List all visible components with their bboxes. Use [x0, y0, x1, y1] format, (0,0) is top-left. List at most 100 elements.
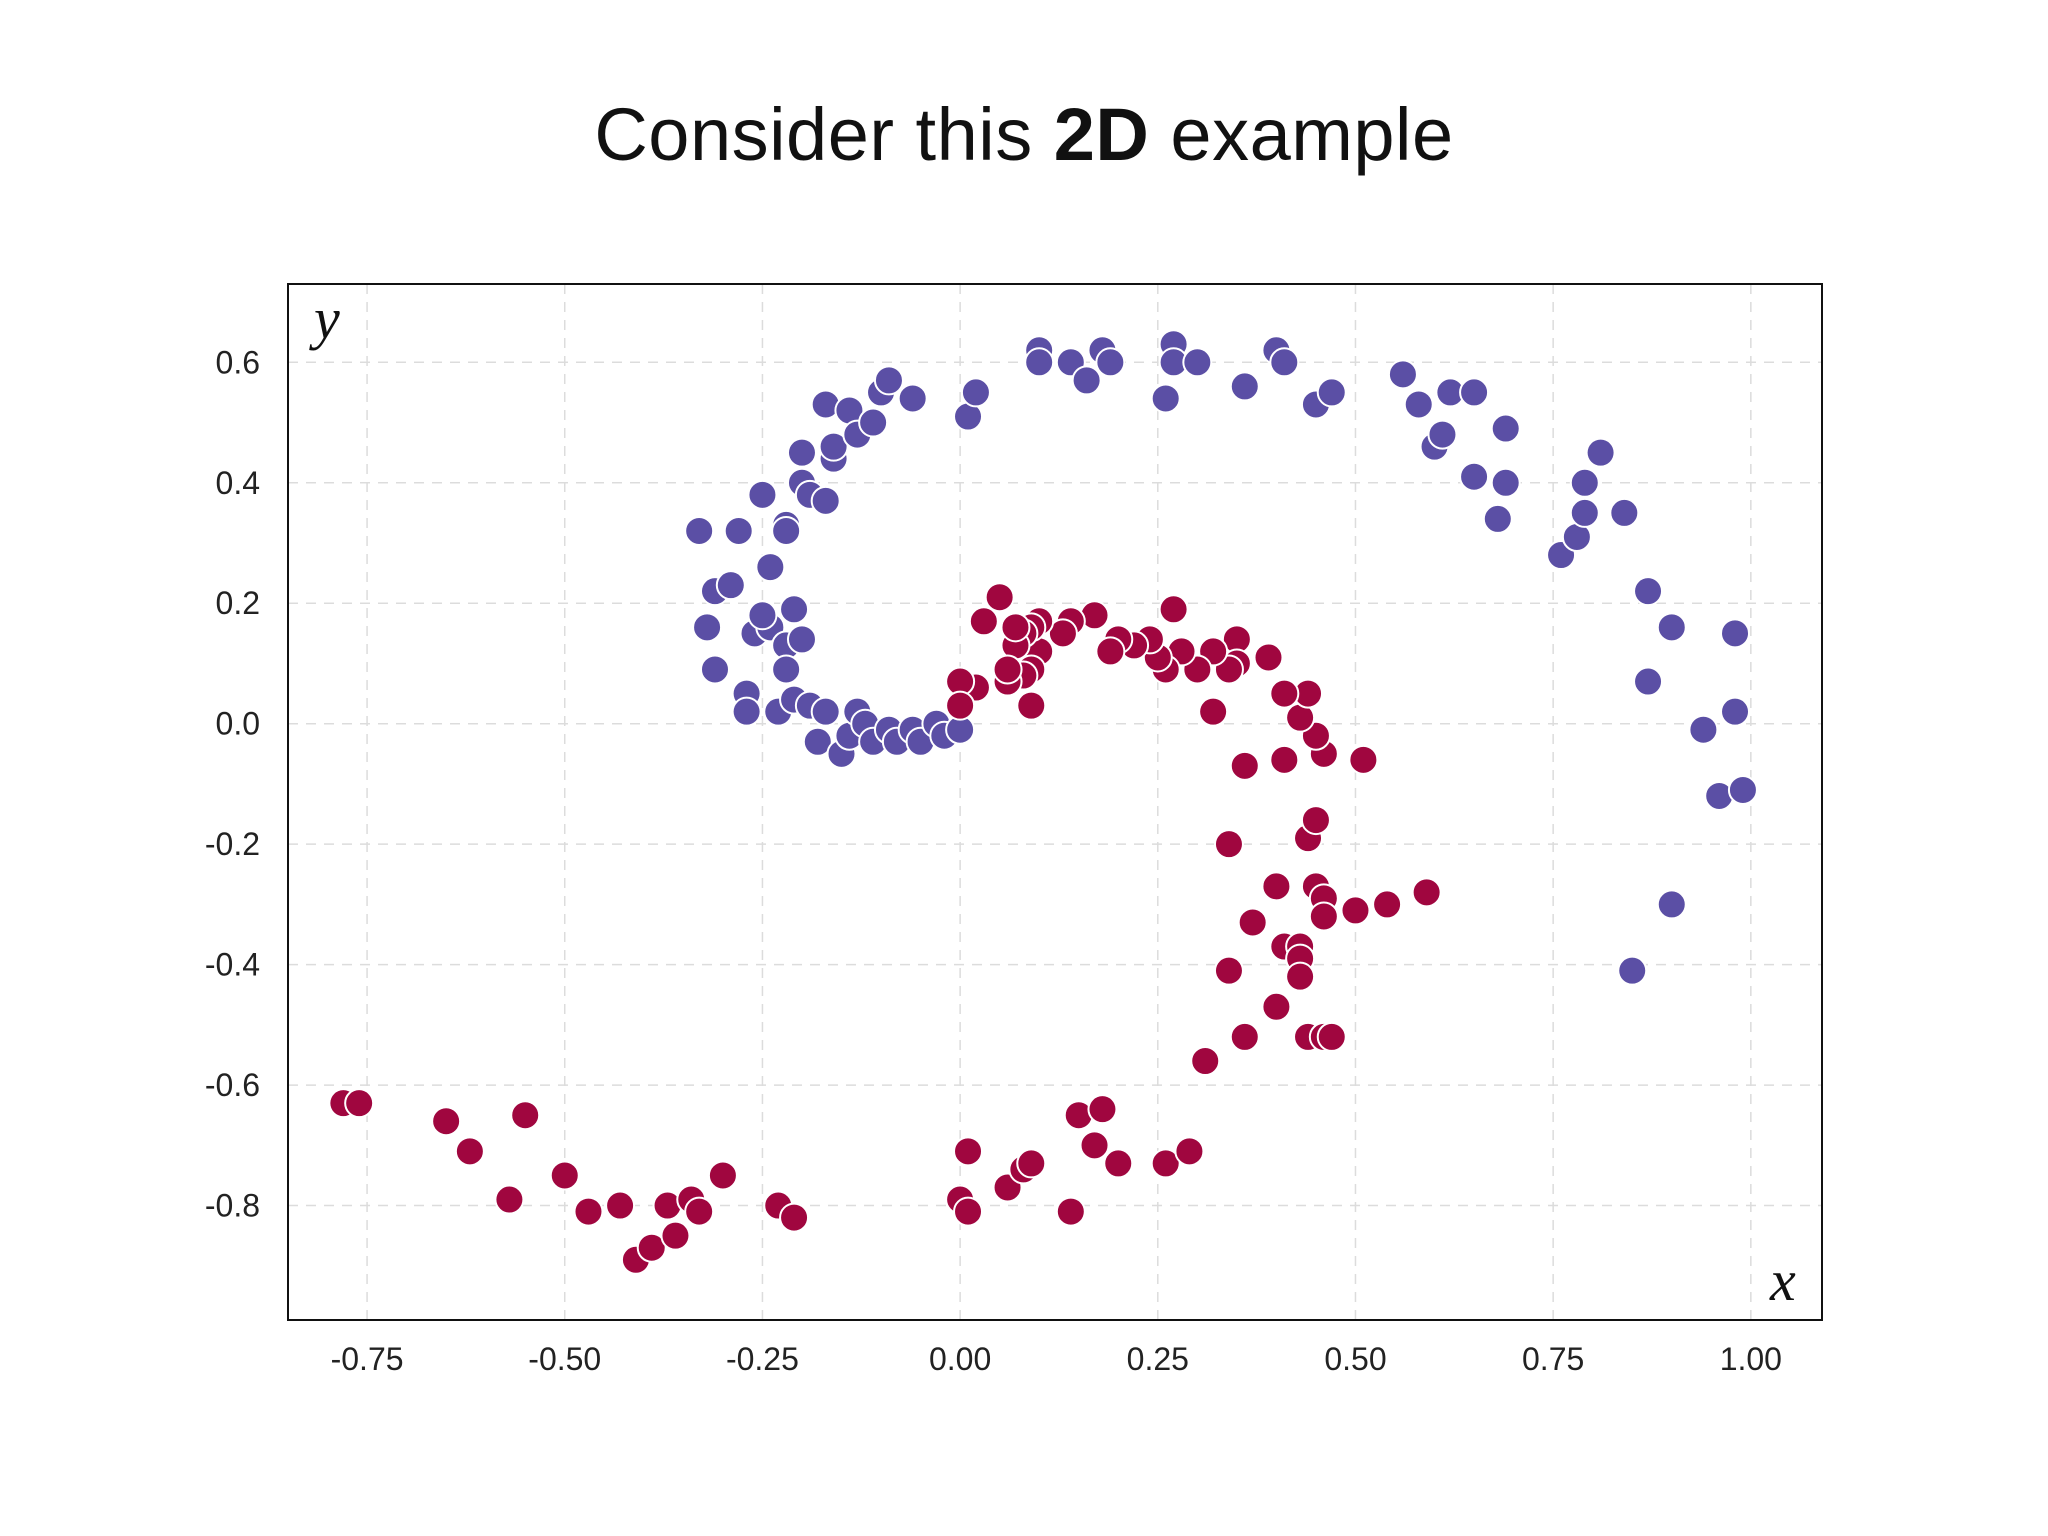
point-class-a	[1482, 503, 1513, 534]
point-class-a	[1633, 576, 1664, 607]
point-class-a	[873, 365, 904, 396]
point-class-b	[1174, 1136, 1205, 1167]
point-class-b	[1261, 871, 1292, 902]
point-class-b	[573, 1196, 604, 1227]
y-tick-label: 0.0	[216, 706, 260, 742]
point-class-b	[1103, 1148, 1134, 1179]
y-tick-label: 0.6	[216, 344, 260, 380]
point-class-b	[1000, 612, 1031, 643]
point-class-b	[1340, 895, 1371, 926]
point-class-a	[1569, 497, 1600, 528]
point-class-a	[1656, 889, 1687, 920]
point-class-b	[1253, 642, 1284, 673]
point-class-a	[1459, 461, 1490, 492]
point-class-a	[699, 654, 730, 685]
point-class-b	[1237, 907, 1268, 938]
x-tick-label: 0.75	[1522, 1341, 1584, 1377]
title-post: example	[1149, 93, 1454, 176]
y-tick-label: -0.4	[205, 947, 260, 983]
point-class-b	[779, 1202, 810, 1233]
point-class-b	[707, 1160, 738, 1191]
point-class-b	[344, 1088, 375, 1119]
point-class-b	[1348, 744, 1379, 775]
point-class-a	[1633, 666, 1664, 697]
point-class-a	[1490, 467, 1521, 498]
point-class-a	[779, 594, 810, 625]
x-tick-label: 0.25	[1127, 1341, 1189, 1377]
tick-labels: -0.75 -0.50 -0.25 0.00 0.25 0.50 0.75 1.00 0.6 0.…	[205, 344, 1782, 1377]
point-class-b	[1269, 678, 1300, 709]
point-class-b	[968, 606, 999, 637]
point-class-a	[1720, 618, 1751, 649]
point-class-b	[1411, 877, 1442, 908]
point-class-a	[1387, 359, 1418, 390]
point-class-a	[1182, 347, 1213, 378]
point-class-a	[786, 437, 817, 468]
x-tick-label: -0.75	[331, 1341, 404, 1377]
y-axis-label: y	[309, 286, 340, 351]
point-class-b	[1285, 961, 1316, 992]
y-tick-label: -0.6	[205, 1067, 260, 1103]
point-class-a	[960, 377, 991, 408]
point-class-a	[1727, 774, 1758, 805]
y-tick-label: -0.8	[205, 1188, 260, 1224]
point-class-b	[431, 1106, 462, 1137]
point-class-b	[984, 582, 1015, 613]
point-class-a	[684, 515, 715, 546]
point-class-b	[1261, 991, 1292, 1022]
title-bold: 2D	[1053, 93, 1150, 176]
point-class-b	[1055, 1196, 1086, 1227]
point-class-a	[818, 431, 849, 462]
point-class-b	[1269, 744, 1300, 775]
x-tick-label: 0.00	[929, 1341, 991, 1377]
point-class-a	[1024, 347, 1055, 378]
point-class-a	[723, 515, 754, 546]
point-class-b	[1047, 618, 1078, 649]
plot-frame	[287, 283, 1823, 1321]
point-class-a	[810, 696, 841, 727]
point-class-b	[1158, 594, 1189, 625]
point-class-b	[1087, 1094, 1118, 1125]
point-class-a	[1459, 377, 1490, 408]
point-class-a	[786, 624, 817, 655]
point-class-b	[549, 1160, 580, 1191]
point-class-a	[1569, 467, 1600, 498]
point-class-b	[945, 690, 976, 721]
y-tick-label: -0.2	[205, 826, 260, 862]
point-class-a	[1095, 347, 1126, 378]
point-class-a	[771, 654, 802, 685]
point-class-a	[747, 479, 778, 510]
point-class-b	[992, 654, 1023, 685]
point-class-a	[1720, 696, 1751, 727]
point-class-b	[1190, 1046, 1221, 1076]
point-class-b	[605, 1190, 636, 1221]
point-class-a	[802, 726, 833, 757]
point-class-a	[771, 515, 802, 546]
point-class-a	[1403, 389, 1434, 420]
x-axis-label: x	[1769, 1248, 1796, 1313]
point-class-a	[1656, 612, 1687, 643]
point-class-b	[1095, 636, 1126, 667]
point-class-b	[1198, 696, 1229, 727]
point-class-a	[1150, 383, 1181, 414]
point-class-b	[1308, 901, 1339, 932]
point-class-a	[1316, 377, 1347, 408]
y-tick-label: 0.2	[216, 585, 260, 621]
point-class-a	[755, 552, 786, 583]
point-class-b	[494, 1184, 525, 1215]
point-class-a	[810, 485, 841, 516]
point-class-b	[1213, 955, 1244, 986]
point-class-a	[858, 407, 889, 438]
point-class-b	[684, 1196, 715, 1227]
x-tick-label: -0.50	[528, 1341, 601, 1377]
point-class-b	[1300, 805, 1331, 836]
point-class-a	[1269, 347, 1300, 378]
point-class-a	[1617, 955, 1648, 986]
point-class-b	[510, 1100, 541, 1131]
point-class-b	[953, 1136, 984, 1167]
point-class-a	[1688, 714, 1719, 745]
point-class-a	[747, 600, 778, 631]
point-class-b	[1229, 1021, 1260, 1052]
